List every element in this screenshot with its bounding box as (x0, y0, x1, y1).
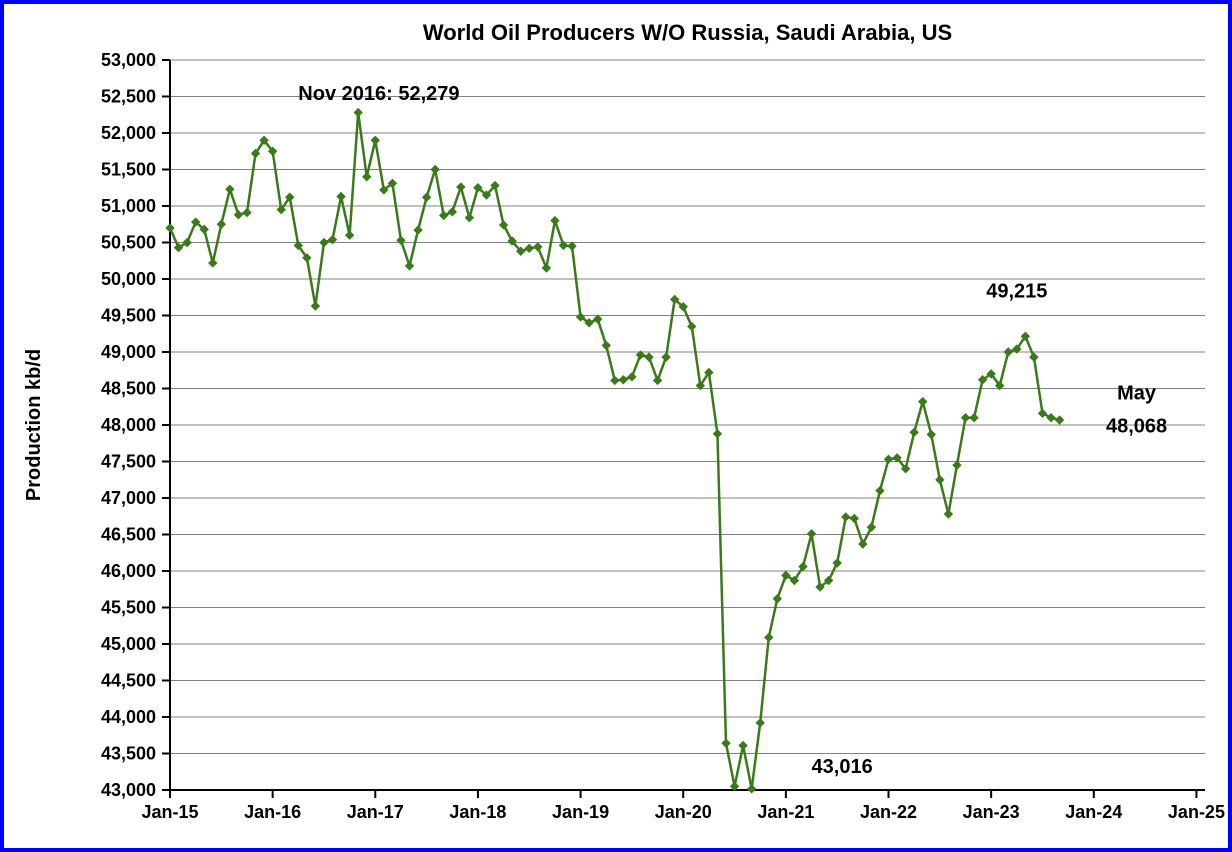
chart-annotation: 43,016 (812, 756, 873, 778)
x-tick-label: Jan-18 (449, 802, 506, 822)
y-tick-label: 49,500 (101, 306, 156, 326)
chart-frame: World Oil Producers W/O Russia, Saudi Ar… (0, 0, 1232, 852)
chart-annotation: 48,068 (1106, 415, 1167, 437)
y-tick-label: 43,500 (101, 744, 156, 764)
y-tick-label: 49,000 (101, 342, 156, 362)
y-tick-label: 46,500 (101, 525, 156, 545)
y-tick-label: 44,000 (101, 707, 156, 727)
y-tick-label: 53,000 (101, 50, 156, 70)
y-tick-label: 43,000 (101, 780, 156, 800)
y-tick-label: 46,000 (101, 561, 156, 581)
y-tick-label: 50,500 (101, 233, 156, 253)
y-tick-label: 48,500 (101, 379, 156, 399)
oil-production-chart: World Oil Producers W/O Russia, Saudi Ar… (0, 0, 1232, 852)
x-tick-label: Jan-24 (1065, 802, 1122, 822)
x-tick-label: Jan-25 (1168, 802, 1225, 822)
chart-annotation: 49,215 (986, 280, 1047, 302)
y-tick-label: 45,500 (101, 598, 156, 618)
y-tick-label: 51,500 (101, 160, 156, 180)
y-tick-label: 47,000 (101, 488, 156, 508)
chart-border (2, 2, 1230, 850)
y-tick-label: 44,500 (101, 671, 156, 691)
x-tick-label: Jan-15 (141, 802, 198, 822)
chart-title: World Oil Producers W/O Russia, Saudi Ar… (423, 20, 952, 45)
chart-annotation: May (1117, 382, 1157, 404)
y-tick-label: 47,500 (101, 452, 156, 472)
x-tick-label: Jan-16 (244, 802, 301, 822)
chart-annotation: Nov 2016: 52,279 (298, 83, 459, 105)
y-tick-label: 50,000 (101, 269, 156, 289)
x-tick-label: Jan-19 (552, 802, 609, 822)
y-tick-label: 52,500 (101, 87, 156, 107)
x-tick-label: Jan-20 (655, 802, 712, 822)
x-tick-label: Jan-17 (347, 802, 404, 822)
y-tick-label: 48,000 (101, 415, 156, 435)
x-tick-label: Jan-21 (757, 802, 814, 822)
x-tick-label: Jan-22 (860, 802, 917, 822)
x-tick-label: Jan-23 (963, 802, 1020, 822)
y-tick-label: 45,000 (101, 634, 156, 654)
y-tick-label: 52,000 (101, 123, 156, 143)
y-axis-label: Production kb/d (23, 349, 45, 501)
y-tick-label: 51,000 (101, 196, 156, 216)
